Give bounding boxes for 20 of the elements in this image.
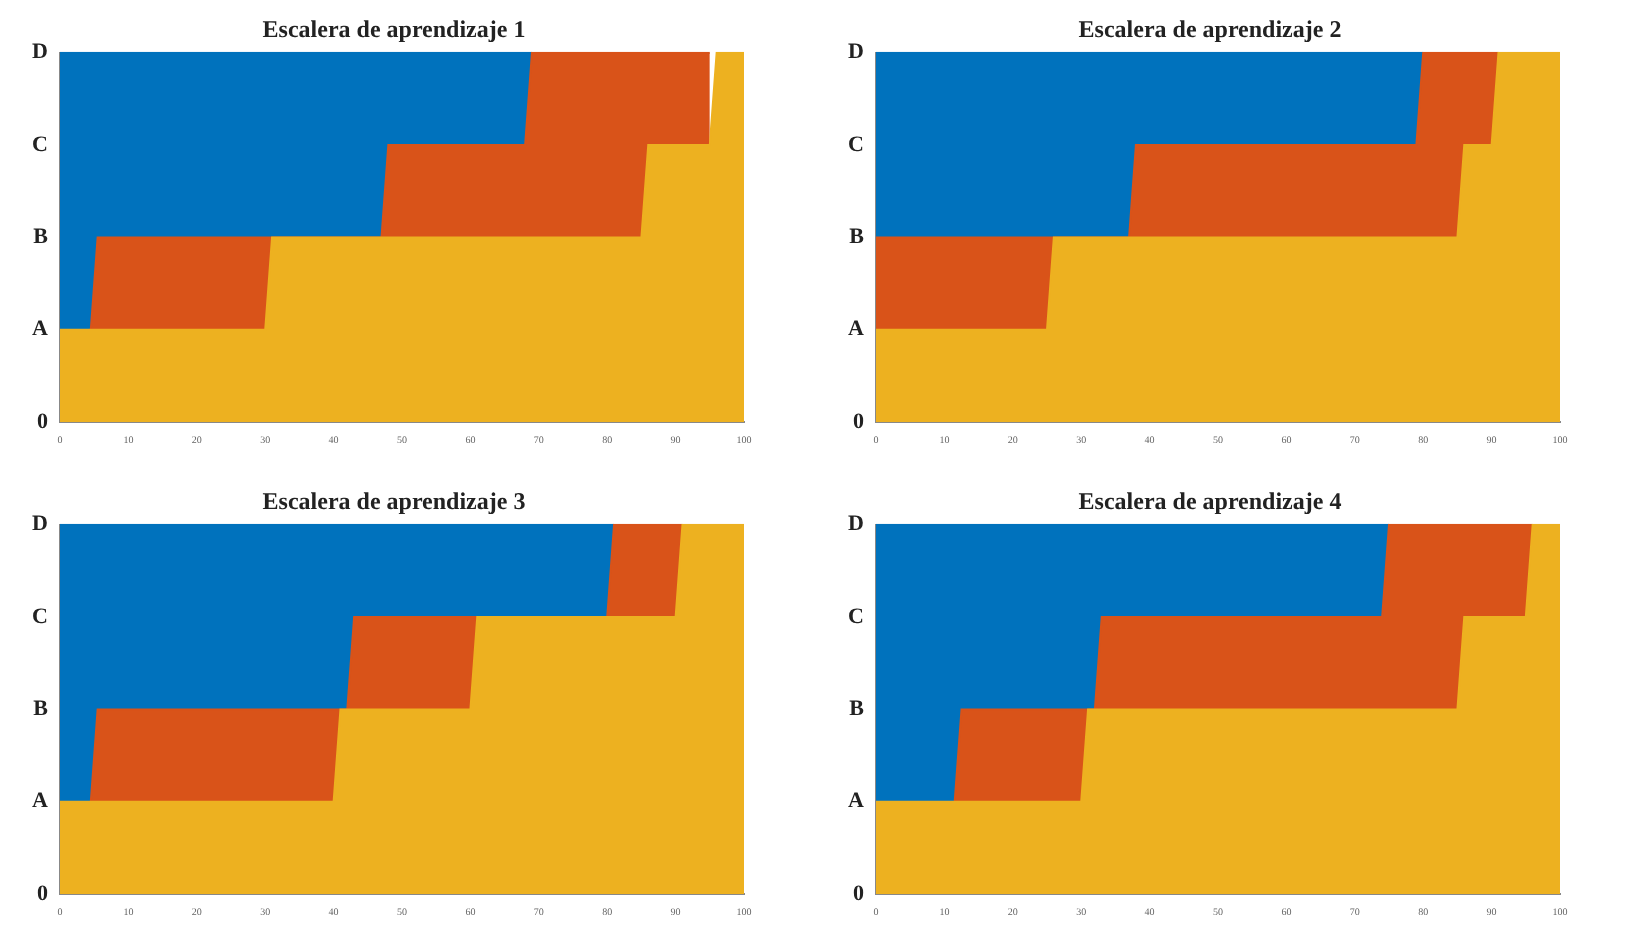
- text: A: [848, 789, 865, 814]
- text: B: [849, 697, 866, 722]
- text: D: [32, 512, 49, 537]
- chart-title: Escalera de aprendizaje 1: [262, 14, 526, 43]
- text: A: [32, 789, 49, 814]
- text: C: [848, 604, 865, 629]
- text: B: [33, 225, 50, 250]
- text: A: [32, 317, 49, 342]
- text: C: [848, 132, 865, 157]
- text: C: [32, 604, 49, 629]
- text: D: [32, 40, 49, 65]
- chart-title: Escalera de aprendizaje 3: [262, 486, 526, 515]
- chart-title: Escalera de aprendizaje 4: [1078, 486, 1342, 515]
- text: D: [848, 40, 865, 65]
- chart-title: Escalera de aprendizaje 2: [1078, 14, 1342, 43]
- text: D: [848, 512, 865, 537]
- text: A: [848, 317, 865, 342]
- text: B: [849, 225, 866, 250]
- text: B: [33, 697, 50, 722]
- text: C: [32, 132, 49, 157]
